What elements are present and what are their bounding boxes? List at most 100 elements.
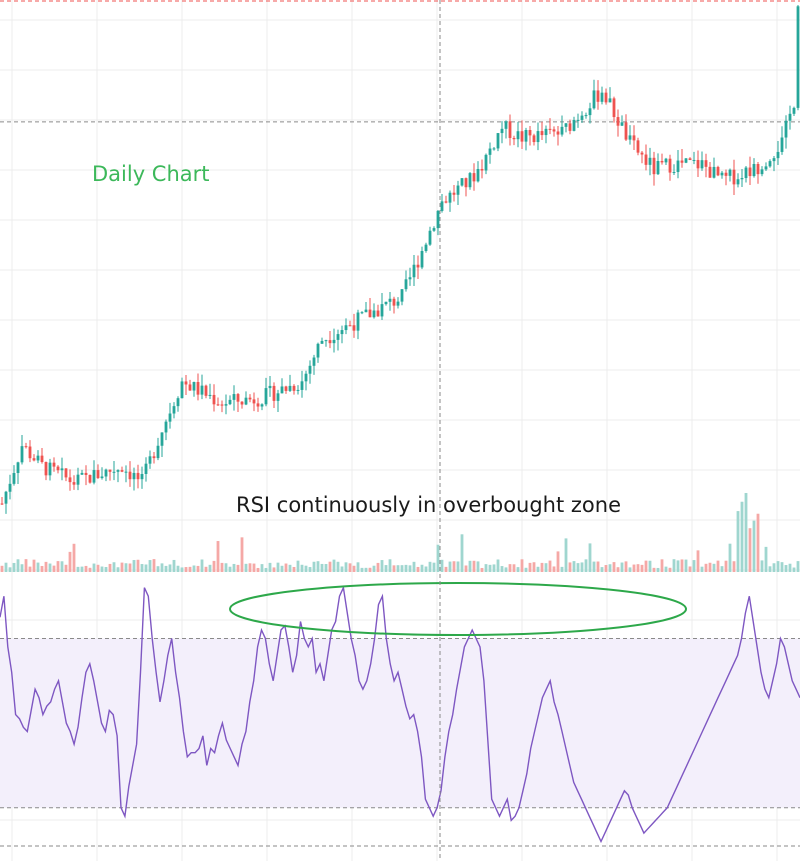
candle-body [656,161,660,175]
candle-body [332,339,336,344]
candle-body [24,446,28,448]
candle-body [564,123,568,127]
candle-body [16,462,20,474]
volume-bars [0,492,800,572]
volume-bar [632,564,636,572]
volume-bar [688,566,692,572]
volume-bar [684,559,688,572]
candle-body [488,148,492,155]
volume-bar [400,565,404,572]
volume-bar [116,567,120,572]
volume-bar [112,562,116,572]
volume-bar [456,561,460,572]
volume-bar [44,561,48,572]
candle-body [680,160,684,163]
price-candles [0,5,800,514]
rsi-note: RSI continuously in overbought zone [236,493,621,517]
candle-body [740,178,744,180]
volume-bar [776,561,780,572]
volume-bar [212,560,216,572]
volume-bar [36,562,40,572]
volume-bar [568,562,572,572]
candle-body [172,406,176,414]
candle-body [484,154,488,171]
candle-body [240,401,244,405]
candle-body [576,119,580,121]
volume-bar [656,567,660,572]
volume-bar [16,559,20,572]
volume-bar [40,565,44,572]
volume-bar [152,559,156,572]
volume-bar [64,564,68,572]
candle-body [4,491,8,504]
volume-bar [196,565,200,572]
volume-bar [696,550,700,572]
volume-bar [508,564,512,572]
volume-bar [72,543,76,572]
volume-bar [280,565,284,572]
volume-bar [436,544,440,572]
candle-body [156,445,160,459]
candle-body [364,309,368,313]
candle-body [568,123,572,131]
candle-body [116,470,120,472]
volume-bar [228,566,232,572]
candle-body [184,381,188,385]
volume-bar [532,562,536,572]
volume-bar [220,562,224,572]
volume-bar [700,566,704,572]
candle-body [200,385,204,395]
volume-bar [524,567,528,572]
volume-bar [488,564,492,572]
volume-bar [188,566,192,572]
volume-bar [652,567,656,572]
candle-body [724,172,728,176]
volume-bar [204,566,208,572]
candle-body [220,404,224,406]
candle-body [228,399,232,405]
candle-body [352,325,356,331]
candle-body [324,340,328,342]
volume-bar [784,565,788,572]
volume-bar [448,561,452,572]
candle-body [204,385,208,396]
volume-bar [340,566,344,572]
candle-body [292,385,296,391]
candle-body [676,160,680,172]
volume-bar [392,565,396,572]
candle-body [520,131,524,142]
candle-body [732,169,736,185]
volume-bar [208,564,212,572]
volume-bar [592,561,596,572]
candle-body [444,201,448,203]
volume-bar [304,565,308,572]
candle-body [452,192,456,195]
candle-body [80,472,84,475]
candle-body [396,301,400,306]
volume-bar [420,564,424,572]
candle-body [380,304,384,317]
candle-body [300,381,304,390]
candle-body [504,121,508,129]
volume-bar [484,564,488,572]
volume-bar [224,563,228,572]
volume-bar [8,567,12,572]
candle-body [592,90,596,109]
candle-body [40,455,44,463]
volume-bar [328,561,332,572]
volume-bar [336,561,340,572]
volume-bar [428,561,432,572]
rsi-line [0,585,800,844]
volume-bar [344,562,348,572]
volume-bar [84,565,88,572]
candle-body [320,340,324,344]
candle-body [720,172,724,176]
volume-bar [516,567,520,572]
candle-body [256,403,260,407]
candle-body [508,121,512,138]
candle-body [604,92,608,103]
candle-body [596,90,600,102]
volume-bar [496,559,500,572]
candle-body [92,470,96,483]
